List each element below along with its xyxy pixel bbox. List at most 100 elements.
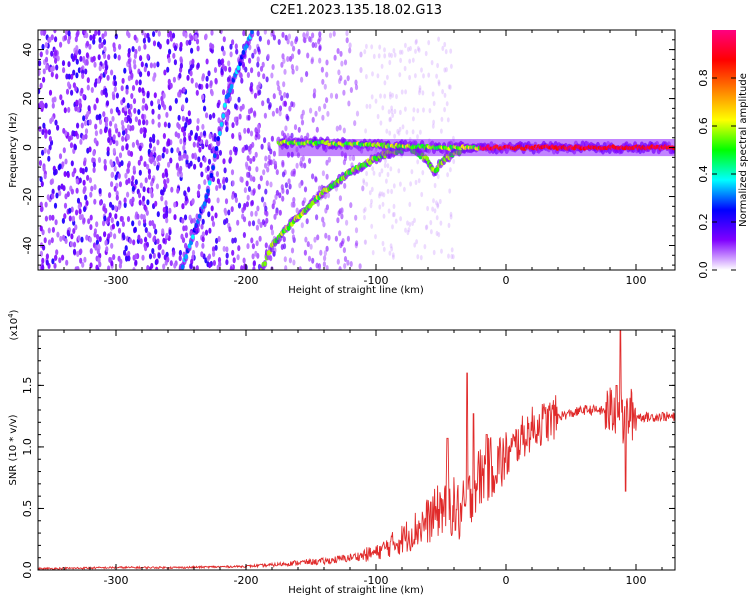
heatmap-cell (319, 249, 323, 256)
heatmap-cell (342, 127, 346, 134)
heatmap-cell (258, 235, 262, 242)
heatmap-cell (444, 49, 448, 55)
heatmap-cell (379, 93, 382, 99)
heatmap-cell (40, 30, 44, 36)
heatmap-cell (317, 105, 322, 112)
heatmap-cell (105, 246, 109, 253)
heatmap-cell (417, 47, 421, 53)
heatmap-cell (346, 235, 350, 242)
heatmap-cell (152, 223, 156, 230)
heatmap-cell (92, 150, 96, 157)
heatmap-cell (173, 201, 177, 208)
heatmap-cell (169, 30, 173, 37)
heatmap-cell (54, 255, 58, 261)
heatmap-cell (70, 73, 74, 80)
heatmap-cell (138, 86, 142, 93)
heatmap-cell (404, 89, 407, 95)
heatmap-cell (102, 220, 106, 227)
heatmap-cell (194, 34, 198, 41)
heatmap-cell (87, 105, 91, 112)
heatmap-cell (181, 203, 185, 210)
heatmap-cell (104, 239, 108, 246)
heatmap-cell (305, 71, 309, 77)
heatmap-cell (85, 32, 89, 39)
heatmap-cell (365, 74, 368, 80)
heatmap-cell (182, 144, 186, 151)
heatmap-cell (150, 192, 154, 199)
heatmap-cell (383, 53, 387, 59)
heatmap-cell (70, 206, 74, 213)
heatmap-cell (112, 254, 116, 260)
heatmap-cell (446, 172, 449, 178)
heatmap-cell (103, 127, 108, 134)
heatmap-cell (383, 47, 386, 53)
heatmap-cell (243, 187, 247, 194)
heatmap-cell (98, 261, 102, 268)
heatmap-cell (143, 43, 147, 50)
heatmap-cell (277, 39, 281, 45)
heatmap-cell (182, 86, 186, 93)
heatmap-cell (380, 168, 384, 174)
heatmap-cell (104, 64, 109, 71)
heatmap-cell (262, 73, 266, 80)
heatmap-cell (124, 105, 128, 112)
heatmap-cell (162, 133, 166, 139)
heatmap-cell (382, 192, 386, 198)
heatmap-cell (214, 244, 218, 251)
heatmap-cell (85, 59, 89, 66)
heatmap-cell (61, 60, 66, 67)
heatmap-cell (193, 163, 197, 170)
heatmap-cell (70, 233, 74, 240)
heatmap-cell (113, 53, 117, 60)
heatmap-cell (75, 31, 79, 38)
heatmap-cell (224, 198, 229, 205)
heatmap-cell (83, 186, 87, 193)
x-tick-label: -100 (364, 274, 389, 287)
heatmap-cell (163, 121, 167, 128)
heatmap-cell (47, 148, 51, 155)
heatmap-cell (383, 80, 387, 86)
heatmap-cell (199, 131, 203, 138)
heatmap-cell (260, 143, 264, 150)
heatmap-cell (353, 120, 357, 127)
heatmap-cell (54, 50, 58, 57)
heatmap-cell (207, 211, 211, 218)
heatmap-cell (416, 159, 420, 165)
heatmap-cell (122, 129, 126, 136)
heatmap-cell (314, 110, 318, 117)
heatmap-cell (58, 190, 62, 197)
heatmap-cell (418, 87, 422, 93)
heatmap-cell (381, 201, 385, 207)
heatmap-cell (386, 171, 390, 178)
heatmap-cell (133, 34, 137, 41)
heatmap-cell (103, 231, 107, 238)
heatmap-cell (211, 246, 216, 253)
heatmap-cell (133, 107, 137, 114)
heatmap-cell (263, 112, 267, 119)
heatmap-cell (116, 220, 120, 227)
heatmap-cell (326, 192, 331, 199)
heatmap-cell (238, 134, 242, 141)
heatmap-cell (139, 155, 143, 162)
heatmap-cell (408, 58, 412, 64)
heatmap-cell (82, 115, 86, 122)
heatmap-cell (328, 32, 333, 39)
heatmap-cell (445, 67, 448, 73)
heatmap-cell (380, 63, 384, 69)
heatmap-cell (152, 146, 156, 153)
heatmap-cell (280, 184, 284, 191)
heatmap-cell (329, 92, 334, 99)
heatmap-cell (437, 79, 441, 85)
heatmap-cell (404, 42, 407, 49)
heatmap-cell (41, 43, 45, 50)
heatmap-cell (121, 77, 125, 84)
heatmap-cell (365, 170, 368, 177)
heatmap-cell (280, 244, 284, 250)
heatmap-cell (261, 219, 265, 226)
heatmap-cell (292, 170, 296, 177)
heatmap-cell (120, 119, 124, 126)
heatmap-cell (93, 231, 97, 238)
heatmap-cell (364, 239, 367, 245)
heatmap-cell (68, 207, 72, 214)
heatmap-cell (231, 39, 235, 46)
